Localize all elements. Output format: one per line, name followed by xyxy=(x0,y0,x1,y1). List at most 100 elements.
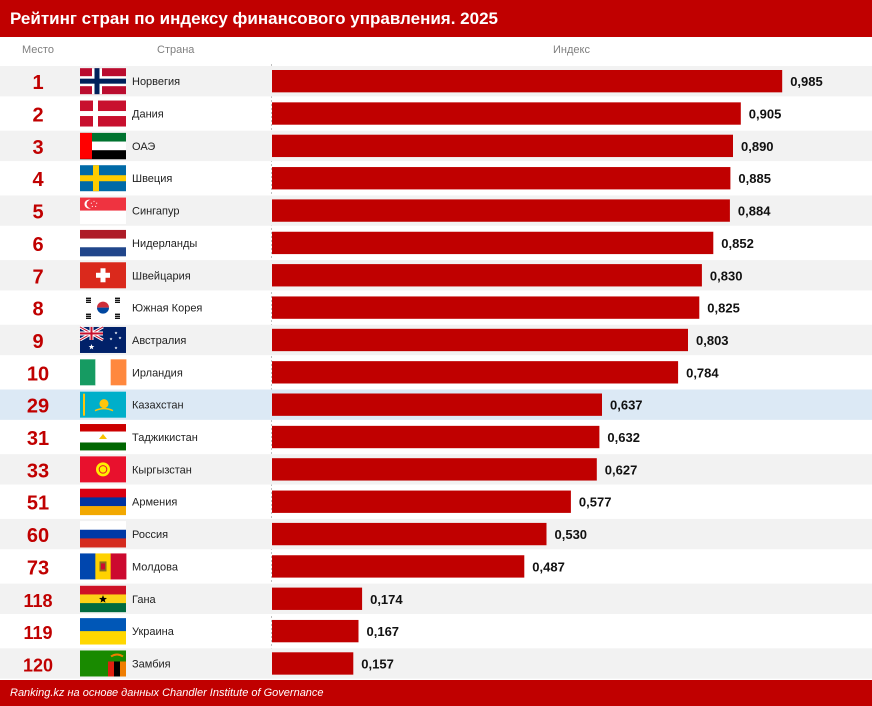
country-name: Гана xyxy=(132,594,157,606)
bar xyxy=(272,199,730,222)
flag-norway-icon xyxy=(80,68,126,95)
value-label: 0,784 xyxy=(686,365,719,380)
rank-number: 120 xyxy=(23,655,53,675)
source-note: Ranking.kz на основе данных Chandler Ins… xyxy=(10,687,324,699)
table-row: 118 Гана 0,174 xyxy=(0,583,872,614)
flag-switzerland-icon xyxy=(80,262,126,289)
rank-number: 2 xyxy=(32,105,43,127)
rank-number: 8 xyxy=(32,299,43,321)
value-label: 0,803 xyxy=(696,333,729,348)
footer-bar: Ranking.kz на основе данных Chandler Ins… xyxy=(0,680,872,706)
country-name: Ирландия xyxy=(132,367,183,379)
bar xyxy=(272,425,600,449)
value-label: 0,885 xyxy=(738,171,771,186)
flag-moldova-icon xyxy=(80,553,127,580)
bar xyxy=(272,458,597,481)
chart-title: Рейтинг стран по индексу финансового упр… xyxy=(10,9,498,28)
rank-number: 29 xyxy=(27,396,49,418)
flag-netherlands-icon xyxy=(80,229,126,257)
value-label: 0,174 xyxy=(370,592,403,607)
rank-number: 31 xyxy=(27,428,49,450)
rank-number: 5 xyxy=(32,202,43,224)
value-label: 0,632 xyxy=(607,430,640,445)
bar xyxy=(272,102,741,125)
rank-number: 51 xyxy=(27,493,49,515)
flag-ghana-icon xyxy=(80,585,126,613)
bar xyxy=(272,619,359,643)
country-name: Швеция xyxy=(132,173,172,185)
flag-sweden-icon xyxy=(80,165,126,192)
table-row: 51 Армения 0,577 xyxy=(27,488,612,516)
column-header-index: Индекс xyxy=(553,44,590,56)
flag-denmark-icon xyxy=(80,100,126,127)
value-label: 0,157 xyxy=(361,656,394,671)
rank-number: 9 xyxy=(32,331,43,353)
column-header-country: Страна xyxy=(157,44,195,56)
country-name: Австралия xyxy=(132,335,186,347)
value-label: 0,167 xyxy=(367,624,400,639)
rank-number: 1 xyxy=(32,72,43,94)
value-label: 0,852 xyxy=(721,236,754,251)
table-row: 31 Таджикистан 0,632 xyxy=(27,424,640,451)
bar xyxy=(272,393,602,416)
rank-number: 33 xyxy=(27,460,49,482)
country-name: Южная Корея xyxy=(132,303,202,315)
table-row: 119 Украина 0,167 xyxy=(23,618,400,645)
bar xyxy=(272,264,702,287)
bar xyxy=(272,522,547,546)
table-row: 6 Нидерланды 0,852 xyxy=(32,229,754,257)
table-row: 2 Дания 0,905 xyxy=(32,100,782,127)
value-label: 0,577 xyxy=(579,495,612,510)
table-row: 8 Южная Корея 0,825 xyxy=(32,294,740,321)
table-row: 120 Замбия 0,157 xyxy=(0,648,872,679)
bar xyxy=(272,361,679,384)
country-name: Армения xyxy=(132,497,177,509)
table-row: 29 Казахстан 0,637 xyxy=(0,389,872,420)
flag-tajikistan-icon xyxy=(80,424,126,451)
rank-number: 10 xyxy=(27,363,49,385)
value-label: 0,530 xyxy=(555,527,588,542)
rank-number: 6 xyxy=(32,234,43,256)
bar xyxy=(272,328,688,352)
country-name: Замбия xyxy=(132,658,171,670)
rank-number: 118 xyxy=(23,591,52,611)
column-header-rank: Место xyxy=(22,44,54,56)
bar xyxy=(272,70,783,93)
rank-number: 119 xyxy=(23,623,52,643)
country-name: Дания xyxy=(132,109,164,121)
bar xyxy=(272,167,731,190)
table-row: 60 Россия 0,530 xyxy=(0,518,872,550)
country-name: Россия xyxy=(132,529,168,541)
flag-russia-icon xyxy=(80,521,126,548)
title-bar: Рейтинг стран по индексу финансового упр… xyxy=(0,0,872,37)
rank-number: 7 xyxy=(32,266,43,288)
flag-singapore-icon xyxy=(80,197,126,224)
country-name: Швейцария xyxy=(132,270,191,282)
table-row: 10 Ирландия 0,784 xyxy=(27,359,719,386)
country-name: Казахстан xyxy=(132,400,184,412)
country-name: Кыргызстан xyxy=(132,464,192,476)
rank-number: 4 xyxy=(32,169,44,191)
value-label: 0,627 xyxy=(605,462,638,477)
country-name: Украина xyxy=(132,626,175,638)
rank-number: 60 xyxy=(27,525,49,547)
value-label: 0,905 xyxy=(749,107,782,122)
country-name: Нидерланды xyxy=(132,238,197,250)
row-background xyxy=(0,583,872,614)
value-label: 0,825 xyxy=(707,301,740,316)
country-name: Таджикистан xyxy=(132,432,198,444)
bar xyxy=(272,652,354,675)
bar xyxy=(272,134,733,158)
value-label: 0,985 xyxy=(790,74,823,89)
value-label: 0,884 xyxy=(738,204,771,219)
table-row: 5 Сингапур 0,884 xyxy=(0,195,872,226)
flag-armenia-icon xyxy=(80,488,126,516)
rank-number: 73 xyxy=(27,557,49,579)
flag-kyrgyzstan-icon xyxy=(80,456,126,483)
row-background xyxy=(0,648,872,679)
table-row: 7 Швейцария 0,830 xyxy=(0,260,872,291)
flag-ukraine-icon xyxy=(80,618,126,645)
table-row: 4 Швеция 0,885 xyxy=(32,165,771,192)
rank-number: 3 xyxy=(32,137,43,159)
